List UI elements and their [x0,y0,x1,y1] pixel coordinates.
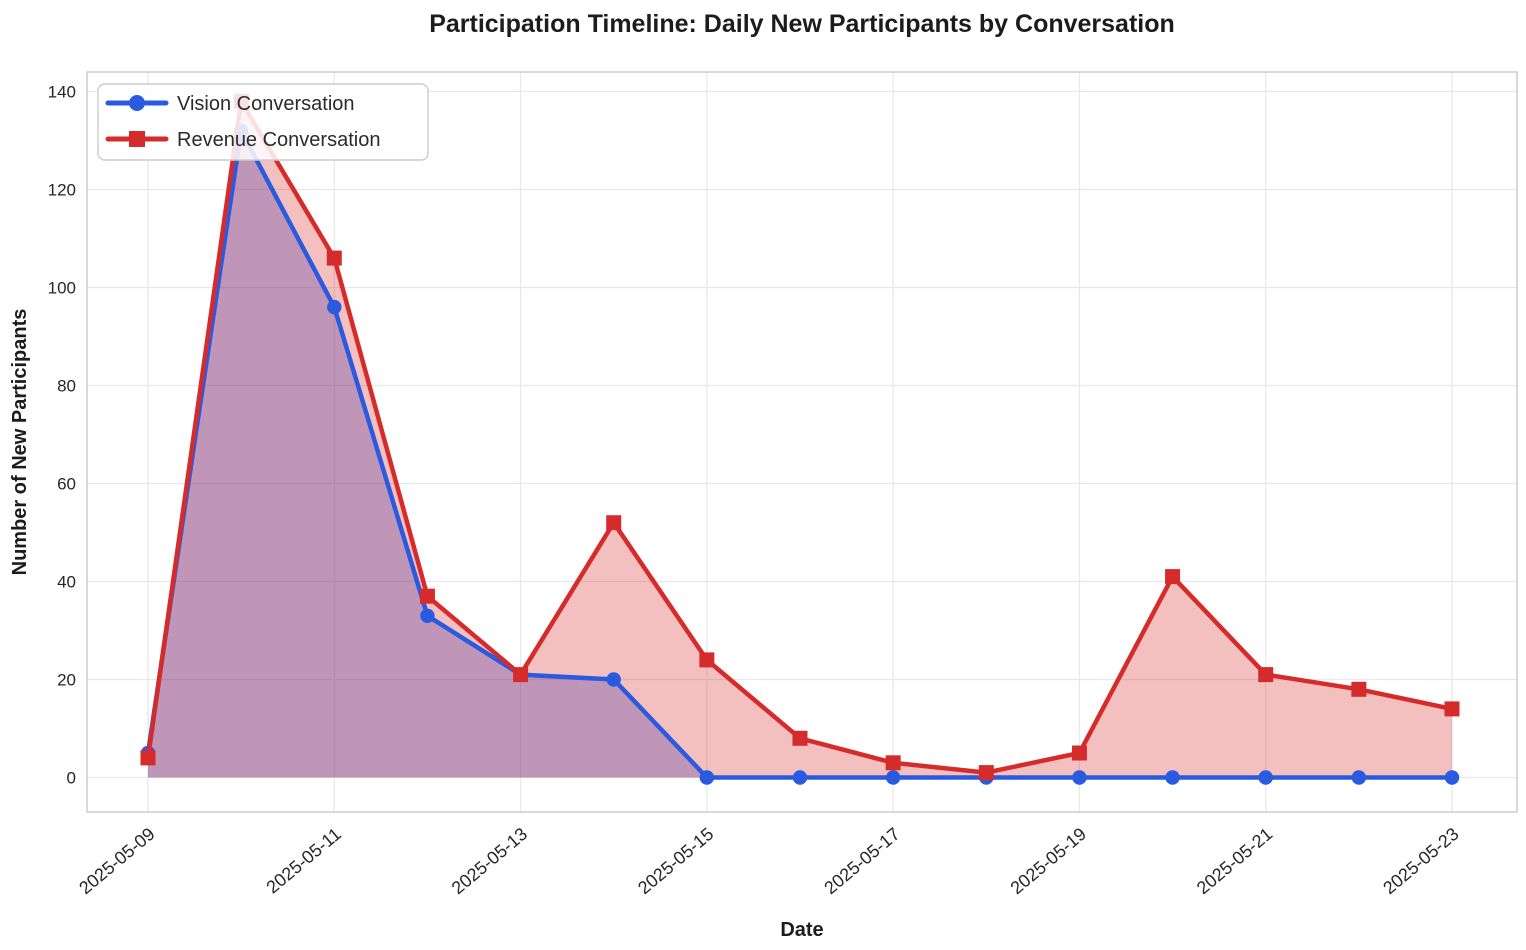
y-tick-label: 20 [57,671,76,690]
vision-point [1072,770,1087,785]
y-tick-label: 40 [57,573,76,592]
revenue-point [699,652,715,668]
y-tick-label: 100 [48,279,76,298]
vision-point [1258,770,1273,785]
revenue-point [978,765,994,781]
legend-label-vision: Vision Conversation [177,93,355,115]
y-tick-label: 0 [67,769,76,788]
vision-point [327,299,342,315]
revenue-point [1071,745,1087,761]
plot-border [86,71,1518,813]
x-axis-label: Date [780,919,823,941]
vision-area [148,130,1452,778]
vision-point [1444,770,1460,785]
revenue-point [1165,569,1181,585]
revenue-area [148,101,1452,778]
revenue-point [885,755,901,771]
vision-point [420,608,435,623]
revenue-marker-icon [129,131,145,147]
vision-point [699,770,715,785]
x-tick-label: 2025-05-17 [820,824,903,899]
vision-point [1351,770,1367,785]
revenue-point [606,515,622,531]
vision-point [885,770,901,785]
vision-point [792,770,808,785]
revenue-point [792,730,808,746]
revenue-point [140,750,156,766]
revenue-point [326,250,342,266]
y-tick-label: 120 [48,181,76,200]
revenue-point [1258,667,1274,683]
legend-label-revenue: Revenue Conversation [177,129,380,151]
vision-point [606,672,621,687]
x-tick-label: 2025-05-09 [75,824,158,899]
x-tick-label: 2025-05-15 [634,824,717,899]
revenue-point [1444,701,1460,717]
legend-box [97,83,429,161]
x-tick-label: 2025-05-19 [1007,824,1090,899]
x-tick-label: 2025-05-21 [1193,824,1276,899]
vision-point [1165,770,1180,785]
x-tick-label: 2025-05-23 [1379,824,1462,899]
revenue-point [419,588,435,604]
legend-item-vision: Vision Conversation [105,93,355,115]
revenue-point [513,667,529,683]
x-tick-label: 2025-05-11 [262,824,344,898]
y-tick-label: 140 [48,83,76,102]
x-tick-label: 2025-05-13 [448,824,531,899]
y-tick-label: 60 [57,475,76,494]
legend-item-revenue: Revenue Conversation [105,129,380,151]
y-tick-label: 80 [57,377,76,396]
vision-marker-icon [129,95,145,111]
y-axis-label: Number of New Participants [9,309,31,576]
plot-generated: 0 20 40 60 80 100 120 140 2025-05-09 2025-05-11 20… [48,71,1518,899]
revenue-point [1351,681,1367,697]
chart-title: Participation Timeline: Daily New Partic… [429,10,1175,38]
legend: Vision Conversation Revenue Conversation [97,83,429,161]
